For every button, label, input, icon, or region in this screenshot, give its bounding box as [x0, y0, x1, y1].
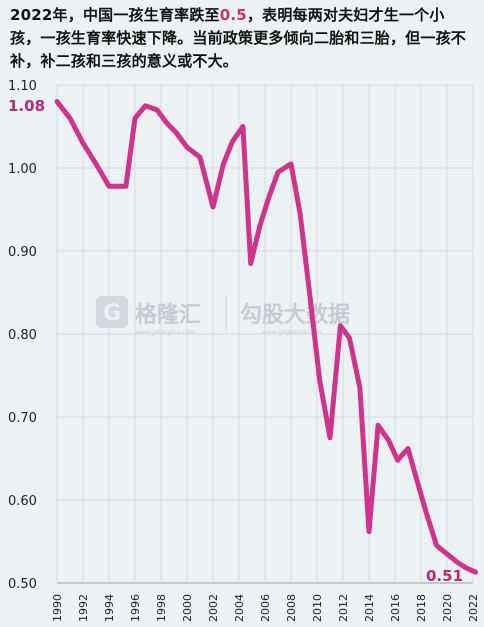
y-axis-ticks: 0.50 0.60 0.70 0.80 0.90 1.00 1.10 — [8, 79, 37, 592]
headline-text-2: ，表明每两对夫妇才生一个小孩，一孩生育率快速下降。当前政策更多倾向二胎和三胎，但… — [10, 6, 467, 70]
start-value-label: 1.08 — [8, 97, 45, 115]
x-tick-label: 2014 — [363, 594, 376, 622]
y-tick-label: 0.60 — [8, 494, 37, 509]
end-value-label: 0.51 — [426, 567, 463, 585]
watermark-brand-1-url: www.gelonghui.com — [135, 329, 196, 336]
x-tick-label: 1998 — [155, 594, 168, 622]
x-tick-label: 2018 — [415, 594, 428, 622]
x-tick-label: 2002 — [207, 594, 220, 622]
headline-text-1: 2022年，中国一孩生育率跌至 — [10, 6, 220, 24]
headline-highlight-value: 0.5 — [219, 6, 247, 24]
x-tick-label: 1996 — [129, 594, 142, 622]
x-tick-label: 1992 — [77, 594, 90, 622]
y-tick-label: 1.10 — [8, 79, 37, 94]
watermark-logo-mark — [96, 296, 128, 328]
chart-headline: 2022年，中国一孩生育率跌至0.5，表明每两对夫妇才生一个小孩，一孩生育率快速… — [10, 4, 474, 73]
x-tick-label: 2022 — [467, 594, 480, 622]
x-tick-label: 1994 — [103, 594, 116, 622]
watermark-brand-2-url: www.gogudata.com — [262, 329, 322, 336]
series-layer — [54, 99, 479, 575]
x-tick-label: 1990 — [51, 594, 64, 622]
y-tick-label: 0.80 — [8, 328, 37, 343]
watermark-brand-1: 格隆汇 — [135, 302, 201, 328]
x-axis-ticks: 1990 1992 1994 1996 1998 2000 2002 2004 2006 2008… — [51, 594, 480, 622]
x-tick-label: 2012 — [337, 594, 350, 622]
watermark: G 格隆汇 www.gelonghui.com 勾股大数据 www.goguda… — [96, 296, 350, 336]
y-tick-label: 0.50 — [8, 577, 37, 592]
x-tick-label: 2010 — [311, 594, 324, 622]
x-tick-label: 2008 — [285, 594, 298, 622]
series-line — [54, 99, 479, 575]
y-tick-label: 0.90 — [8, 245, 37, 260]
x-tick-label: 2004 — [233, 594, 246, 622]
watermark-logo-letter: G — [103, 301, 121, 326]
x-tick-label: 2020 — [441, 594, 454, 622]
x-tick-label: 2006 — [259, 594, 272, 622]
x-tick-label: 2000 — [181, 594, 194, 622]
y-tick-label: 0.70 — [8, 411, 37, 426]
y-tick-label: 1.00 — [8, 162, 37, 177]
x-tick-label: 2016 — [389, 594, 402, 622]
watermark-brand-2: 勾股大数据 — [240, 302, 350, 328]
